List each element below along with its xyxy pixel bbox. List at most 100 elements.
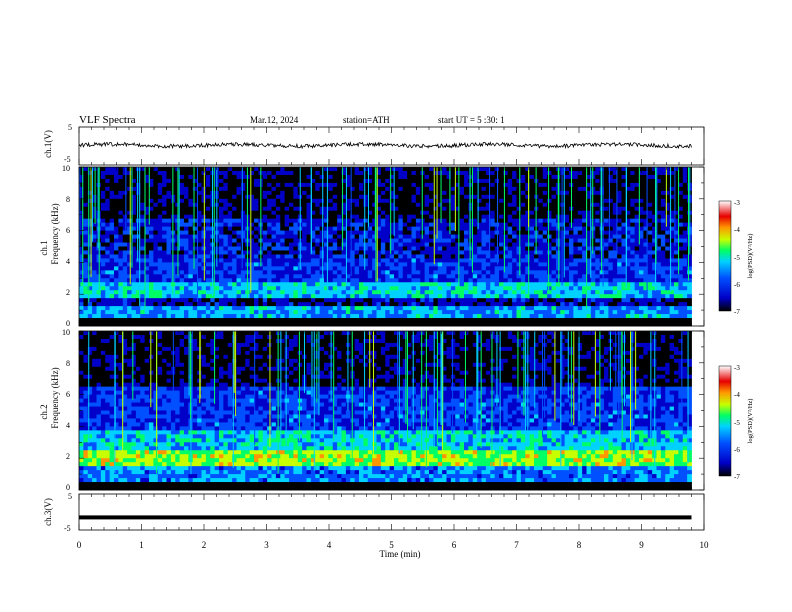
spectrogram-cell bbox=[180, 239, 185, 243]
spectrogram-cell bbox=[118, 207, 123, 211]
spectrogram-cell bbox=[162, 195, 167, 199]
spectrogram-cell bbox=[110, 294, 115, 298]
spectrogram-cell bbox=[333, 298, 338, 302]
spectrogram-cell bbox=[167, 282, 172, 286]
spectrogram-cell bbox=[525, 274, 530, 278]
spectrogram-cell bbox=[105, 167, 110, 171]
spectrogram-cell bbox=[333, 282, 338, 286]
spectrogram-cell bbox=[547, 171, 552, 175]
spectrogram-cell bbox=[429, 302, 434, 306]
spectrogram-cell bbox=[184, 247, 189, 251]
spectrogram-cell bbox=[158, 294, 163, 298]
spectrogram-cell bbox=[114, 219, 119, 223]
spectrogram-cell bbox=[538, 262, 543, 266]
spectrogram-cell bbox=[661, 199, 666, 203]
spectrogram-cell bbox=[622, 239, 627, 243]
spectrogram-cell bbox=[232, 175, 237, 179]
spectrogram-cell bbox=[92, 270, 97, 274]
spectrogram-cell bbox=[83, 278, 88, 282]
spectrogram-cell bbox=[661, 231, 666, 235]
spectrogram-cell bbox=[206, 286, 211, 290]
spectrogram-cell bbox=[499, 243, 504, 247]
spectrogram-cell bbox=[521, 167, 526, 171]
spectrogram-cell bbox=[538, 231, 543, 235]
spectrogram-cell bbox=[543, 250, 548, 254]
spectrogram-cell bbox=[276, 215, 281, 219]
spectrogram-cell bbox=[403, 175, 408, 179]
spectrogram-cell bbox=[79, 286, 84, 290]
spectrogram-cell bbox=[158, 219, 163, 223]
spectrogram-cell bbox=[337, 274, 342, 278]
spectrogram-cell bbox=[569, 262, 574, 266]
spectrogram-cell bbox=[114, 187, 119, 191]
spectrogram-cell bbox=[110, 195, 115, 199]
spectrogram-cell bbox=[232, 215, 237, 219]
spectrogram-cell bbox=[158, 239, 163, 243]
spectrogram-cell bbox=[416, 191, 421, 195]
spectrogram-cell bbox=[552, 223, 557, 227]
spectrogram-cell bbox=[162, 231, 167, 235]
spectrogram-cell bbox=[333, 219, 338, 223]
spectrogram-cell bbox=[237, 227, 242, 231]
spectrogram-cell bbox=[512, 294, 517, 298]
spectrogram-cell bbox=[556, 235, 561, 239]
spectrogram-cell bbox=[359, 171, 364, 175]
spectrogram-cell bbox=[683, 231, 688, 235]
spectrogram-cell bbox=[525, 191, 530, 195]
spectrogram-cell bbox=[630, 203, 635, 207]
spectrogram-cell bbox=[639, 282, 644, 286]
spectrogram-cell bbox=[298, 278, 303, 282]
spectrogram-cell bbox=[223, 167, 228, 171]
spectrogram-cell bbox=[302, 243, 307, 247]
spectrogram-cell bbox=[661, 235, 666, 239]
spectrogram-cell bbox=[447, 262, 452, 266]
spectrogram-cell bbox=[622, 298, 627, 302]
spectrogram-cell bbox=[556, 270, 561, 274]
spectrogram-cell bbox=[604, 171, 609, 175]
spectrogram-cell bbox=[228, 302, 233, 306]
spectrogram-cell bbox=[661, 211, 666, 215]
spectrogram-cell bbox=[425, 223, 430, 227]
spectrogram-cell bbox=[661, 298, 666, 302]
spectrogram-cell bbox=[530, 282, 535, 286]
spectrogram-cell bbox=[617, 266, 622, 270]
spectrogram-cell bbox=[337, 243, 342, 247]
spectrogram-cell bbox=[595, 270, 600, 274]
spectrogram-cell bbox=[573, 243, 578, 247]
spectrogram-cell bbox=[258, 282, 263, 286]
spectrogram-cell bbox=[254, 270, 259, 274]
spectrogram-cell bbox=[552, 239, 557, 243]
spectrogram-cell bbox=[407, 167, 412, 171]
spectrogram-cell bbox=[254, 254, 259, 258]
spectrogram-cell bbox=[114, 231, 119, 235]
spectrogram-cell bbox=[521, 235, 526, 239]
spectrogram-cell bbox=[652, 290, 657, 294]
spectrogram-cell bbox=[127, 286, 132, 290]
spectrogram-cell bbox=[447, 282, 452, 286]
spectrogram-cell bbox=[110, 199, 115, 203]
spectrogram-cell bbox=[464, 247, 469, 251]
spectrogram-cell bbox=[556, 243, 561, 247]
spectrogram-cell bbox=[289, 231, 294, 235]
spectrogram-cell bbox=[158, 179, 163, 183]
spectrogram-cell bbox=[661, 294, 666, 298]
spectrogram-cell bbox=[302, 231, 307, 235]
spectrogram-cell bbox=[215, 274, 220, 278]
spectrogram-cell bbox=[687, 266, 692, 270]
spectrogram-cell bbox=[407, 294, 412, 298]
spectrogram-cell bbox=[267, 294, 272, 298]
spectrogram-cell bbox=[429, 223, 434, 227]
spectrogram-cell bbox=[683, 179, 688, 183]
spectrogram-cell bbox=[403, 290, 408, 294]
spectrogram-cell bbox=[407, 298, 412, 302]
spectrogram-cell bbox=[232, 247, 237, 251]
spectrogram-cell bbox=[525, 294, 530, 298]
spectrogram-cell bbox=[573, 219, 578, 223]
spectrogram-cell bbox=[241, 258, 246, 262]
spectrogram-cell bbox=[355, 250, 360, 254]
spectrogram-cell bbox=[394, 302, 399, 306]
spectrogram-cell bbox=[530, 207, 535, 211]
spectrogram-cell bbox=[320, 266, 325, 270]
spectrogram-cell bbox=[412, 282, 417, 286]
spectrogram-cell bbox=[258, 270, 263, 274]
